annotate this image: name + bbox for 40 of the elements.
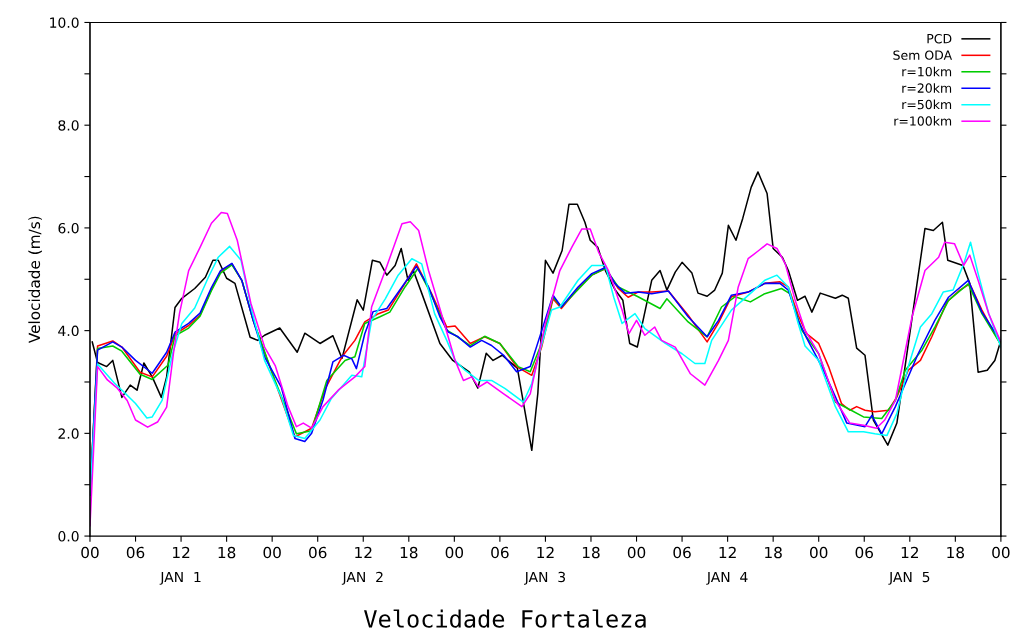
y-axis-title: Velocidade (m/s) <box>28 216 42 344</box>
y-tick-label: 2.0 <box>58 428 79 439</box>
legend-label: PCD <box>927 33 952 44</box>
x-tick-label: 00 <box>263 546 281 559</box>
x-tick-label: 00 <box>992 546 1010 559</box>
x-tick-label: 12 <box>173 546 190 559</box>
x-tick-label: 12 <box>901 546 918 559</box>
text: Velocidade Fortaleza <box>364 609 646 628</box>
x-tick-label: 18 <box>947 546 965 559</box>
x-tick-label: 00 <box>445 546 464 559</box>
x2-tick-label: JAN 2 <box>341 571 383 585</box>
x2-tick-label: JAN 5 <box>888 571 930 585</box>
x-tick-label: 12 <box>719 546 736 559</box>
x-tick-label: 06 <box>308 546 327 559</box>
x2-tick-label: JAN 3 <box>524 571 566 585</box>
x-tick-label: 06 <box>855 546 874 559</box>
legend-label: Sem ODA <box>893 50 953 60</box>
y-tick-label: 4.0 <box>58 325 79 337</box>
y-tick-label: 10.0 <box>50 17 79 28</box>
legend-label: r=100km <box>894 116 952 126</box>
x2-tick-label: JAN 4 <box>706 571 748 585</box>
x-tick-label: 18 <box>400 546 418 559</box>
y-tick-label: 8.0 <box>58 120 79 131</box>
y-tick-label: 0.0 <box>58 531 79 542</box>
x-tick-label: 18 <box>582 546 600 559</box>
x-tick-label: 00 <box>627 546 646 559</box>
y-tick-label: 6.0 <box>58 222 79 234</box>
x-tick-label: 12 <box>537 546 554 559</box>
legend-label: r=20km <box>902 83 952 93</box>
x-tick-label: 06 <box>126 546 145 559</box>
x2-tick-label: JAN 1 <box>159 571 201 585</box>
x-tick-label: 00 <box>809 546 828 559</box>
x-tick-label: 12 <box>355 546 372 559</box>
legend-label: r=10km <box>902 66 952 77</box>
x-tick-label: 06 <box>673 546 691 559</box>
x-tick-label: 18 <box>218 546 236 559</box>
x-tick-label: 18 <box>765 546 782 559</box>
x-tick-label: 06 <box>491 546 509 559</box>
x-tick-label: 00 <box>81 546 99 559</box>
legend-label: r=50km <box>902 99 952 110</box>
